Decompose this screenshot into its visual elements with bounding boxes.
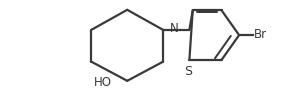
Text: HO: HO [94, 76, 112, 89]
Text: S: S [184, 65, 192, 78]
Text: N: N [170, 22, 178, 35]
Text: Br: Br [254, 28, 267, 41]
